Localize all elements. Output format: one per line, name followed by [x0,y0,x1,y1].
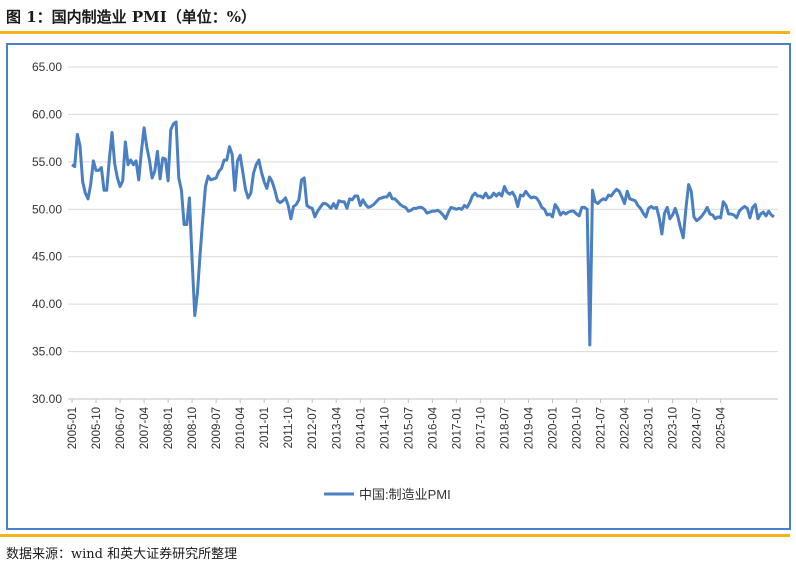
x-tick-label: 2022-04 [620,406,632,449]
y-tick-label: 30.00 [32,392,62,406]
figure-title: 图 1：国内制造业 PMI（单位：%） [6,8,257,26]
legend: 中国:制造业PMI [324,487,451,502]
x-tick-label: 2020-01 [547,407,559,449]
y-tick-label: 65.00 [32,60,62,74]
x-tick-label: 2007-04 [139,406,151,449]
series-line-pmi [71,120,775,347]
title-rule [0,31,790,34]
x-tick-label: 2010-04 [235,406,247,449]
x-tick-label: 2025-04 [716,406,728,449]
x-tick-label: 2014-01 [355,407,367,449]
source-note: 数据来源：wind 和英大证券研究所整理 [6,547,238,562]
pmi-line-chart: 30.00 35.00 40.00 45.00 50.00 55.00 60.00 65.00… [32,60,778,502]
x-tick-label: 2008-01 [163,407,175,449]
x-tick-label: 2017-01 [451,407,463,449]
x-axis-ticks: 2005-01 2005-10 2006-07 2007-04 2008-01 2008-… [67,399,728,449]
x-tick-label: 2006-07 [115,407,127,449]
x-tick-label: 2023-10 [668,407,680,449]
y-tick-label: 55.00 [32,155,62,169]
legend-label: 中国:制造业PMI [359,487,451,502]
y-tick-label: 45.00 [32,250,62,264]
x-tick-label: 2021-07 [596,407,608,449]
x-tick-label: 2009-07 [211,407,223,449]
x-tick-label: 2005-10 [91,407,103,449]
x-tick-label: 2011-10 [283,407,295,448]
series-layer [71,120,775,347]
x-tick-label: 2005-01 [67,407,79,449]
gridlines [68,66,778,400]
x-tick-label: 2014-10 [379,407,391,449]
x-tick-label: 2019-04 [523,406,535,449]
x-tick-label: 2023-01 [644,407,656,449]
x-tick-label: 2024-07 [692,407,704,449]
y-tick-label: 50.00 [32,202,62,216]
y-tick-label: 35.00 [32,345,62,359]
x-tick-label: 2008-10 [187,407,199,449]
x-tick-label: 2017-10 [475,407,487,449]
x-tick-label: 2012-07 [307,407,319,449]
chart-frame: 30.00 35.00 40.00 45.00 50.00 55.00 60.00 65.00… [6,43,791,530]
x-tick-label: 2013-04 [331,406,343,449]
y-tick-label: 60.00 [32,107,62,121]
x-tick-label: 2015-07 [403,407,415,449]
x-tick-label: 2011-01 [259,407,271,448]
x-tick-label: 2018-07 [499,407,511,449]
y-axis-ticks: 30.00 35.00 40.00 45.00 50.00 55.00 60.00 65.00 [32,60,62,406]
y-tick-label: 40.00 [32,297,62,311]
x-tick-label: 2016-04 [427,406,439,449]
source-rule [0,534,790,537]
x-tick-label: 2020-10 [571,407,583,449]
